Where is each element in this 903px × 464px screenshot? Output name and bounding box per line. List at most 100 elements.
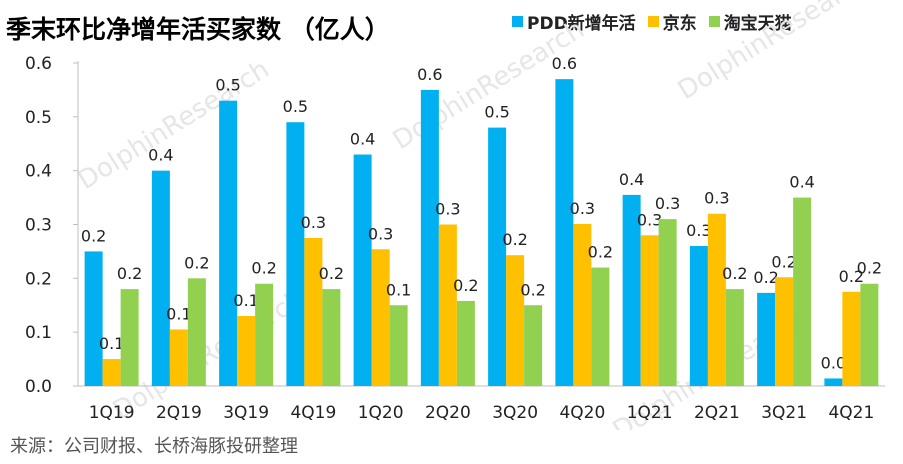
data-label: 0.6: [417, 65, 442, 84]
bar-jd: [102, 359, 121, 386]
y-tick-label: 0.1: [25, 323, 52, 343]
data-label: 0.2: [184, 253, 209, 272]
bar-taobao: [860, 283, 879, 386]
x-tick-label: 3Q20: [492, 403, 538, 423]
legend-label-pdd: PDD新增年活: [527, 14, 636, 34]
x-tick-label: 3Q19: [223, 403, 269, 423]
y-tick-label: 0.6: [25, 54, 52, 74]
x-tick-label: 4Q20: [559, 403, 605, 423]
data-label: 0.1: [386, 280, 411, 299]
data-label: 0.2: [771, 252, 796, 271]
bar-taobao: [120, 289, 139, 386]
bar-pdd: [757, 292, 776, 386]
y-tick-label: 0.4: [25, 162, 52, 182]
data-label: 0.1: [233, 291, 258, 310]
data-label: 0.0: [821, 353, 846, 372]
data-label: 0.1: [99, 334, 124, 353]
x-tick-label: 2Q19: [156, 403, 202, 423]
data-label: 0.2: [857, 259, 882, 278]
x-tick-label: 2Q21: [694, 403, 740, 423]
bar-taobao: [793, 197, 812, 386]
data-label: 0.3: [301, 213, 326, 232]
bar-pdd: [84, 251, 103, 386]
watermark-text: DolphinResearch: [73, 54, 275, 196]
data-label: 0.3: [637, 210, 662, 229]
data-label: 0.2: [319, 264, 344, 283]
legend-item-pdd: PDD新增年活: [512, 9, 636, 34]
legend-item-taobao: 淘宝天猫: [708, 9, 792, 34]
data-label: 0.4: [148, 146, 173, 165]
bar-taobao: [658, 219, 677, 386]
bar-taobao: [255, 283, 274, 386]
bar-taobao: [456, 300, 475, 386]
bar-pdd: [420, 89, 439, 387]
bar-taobao: [591, 267, 610, 386]
data-label: 0.2: [117, 264, 142, 283]
data-label: 0.3: [704, 189, 729, 208]
data-label: 0.4: [619, 170, 644, 189]
bar-taobao: [187, 278, 206, 386]
bar-pdd: [488, 127, 507, 386]
legend-item-jd: 京东: [647, 9, 697, 34]
bar-taobao: [725, 289, 744, 386]
data-label: 0.5: [215, 76, 240, 95]
bar-chart: DolphinResearch DolphinResearch DolphinRes…: [25, 0, 885, 430]
x-tick-label: 1Q19: [89, 403, 135, 423]
y-tick-label: 0.0: [25, 377, 52, 397]
chart-title: 季末环比净增年活买家数 （亿人）: [6, 15, 390, 44]
data-label: 0.2: [251, 259, 276, 278]
data-label: 0.3: [368, 224, 393, 243]
bar-jd: [371, 249, 390, 386]
source-note: 来源：公司财报、长桥海豚投研整理: [10, 436, 298, 457]
bar-jd: [237, 316, 256, 386]
legend-label-taobao: 淘宝天猫: [723, 14, 792, 34]
data-label: 0.3: [686, 221, 711, 240]
x-tick-label: 4Q19: [290, 403, 336, 423]
bar-pdd: [824, 378, 843, 386]
data-label: 0.5: [484, 103, 509, 122]
bar-pdd: [151, 170, 170, 386]
bar-jd: [438, 224, 457, 386]
y-tick-label: 0.2: [25, 269, 52, 289]
data-label: 0.2: [839, 267, 864, 286]
bar-jd: [707, 213, 726, 386]
x-tick-label: 1Q21: [627, 403, 673, 423]
bar-pdd: [353, 154, 372, 386]
data-label: 0.2: [81, 226, 106, 245]
legend-swatch-jd: [647, 16, 659, 27]
x-tick-label: 1Q20: [358, 403, 404, 423]
bar-jd: [842, 291, 861, 386]
bar-jd: [304, 237, 323, 386]
legend: PDD新增年活 京东 淘宝天猫: [512, 9, 792, 34]
y-tick-label: 0.5: [25, 108, 52, 128]
data-label: 0.3: [435, 200, 460, 219]
bar-jd: [169, 329, 188, 386]
data-label: 0.5: [283, 97, 308, 116]
bar-jd: [640, 235, 659, 386]
legend-label-jd: 京东: [662, 14, 697, 34]
x-tick-label: 3Q21: [761, 403, 807, 423]
data-label: 0.2: [753, 268, 778, 287]
bar-pdd: [555, 79, 574, 387]
data-label: 0.4: [789, 173, 814, 192]
legend-swatch-taobao: [708, 16, 720, 27]
data-label: 0.6: [552, 54, 577, 73]
bar-taobao: [389, 305, 408, 386]
bar-jd: [506, 255, 525, 386]
bar-taobao: [524, 305, 543, 386]
x-tick-label: 4Q21: [828, 403, 874, 423]
data-label: 0.2: [520, 280, 545, 299]
bar-pdd: [622, 194, 641, 386]
data-label: 0.3: [570, 199, 595, 218]
y-tick-label: 0.3: [25, 216, 52, 236]
bar-taobao: [322, 289, 341, 386]
data-label: 0.2: [453, 276, 478, 295]
bar-pdd: [689, 246, 708, 386]
data-label: 0.2: [588, 243, 613, 262]
data-label: 0.2: [502, 230, 527, 249]
data-label: 0.1: [166, 304, 191, 323]
bar-pdd: [286, 122, 305, 386]
bar-jd: [573, 223, 592, 386]
data-label: 0.3: [655, 194, 680, 213]
bar-jd: [775, 277, 794, 386]
